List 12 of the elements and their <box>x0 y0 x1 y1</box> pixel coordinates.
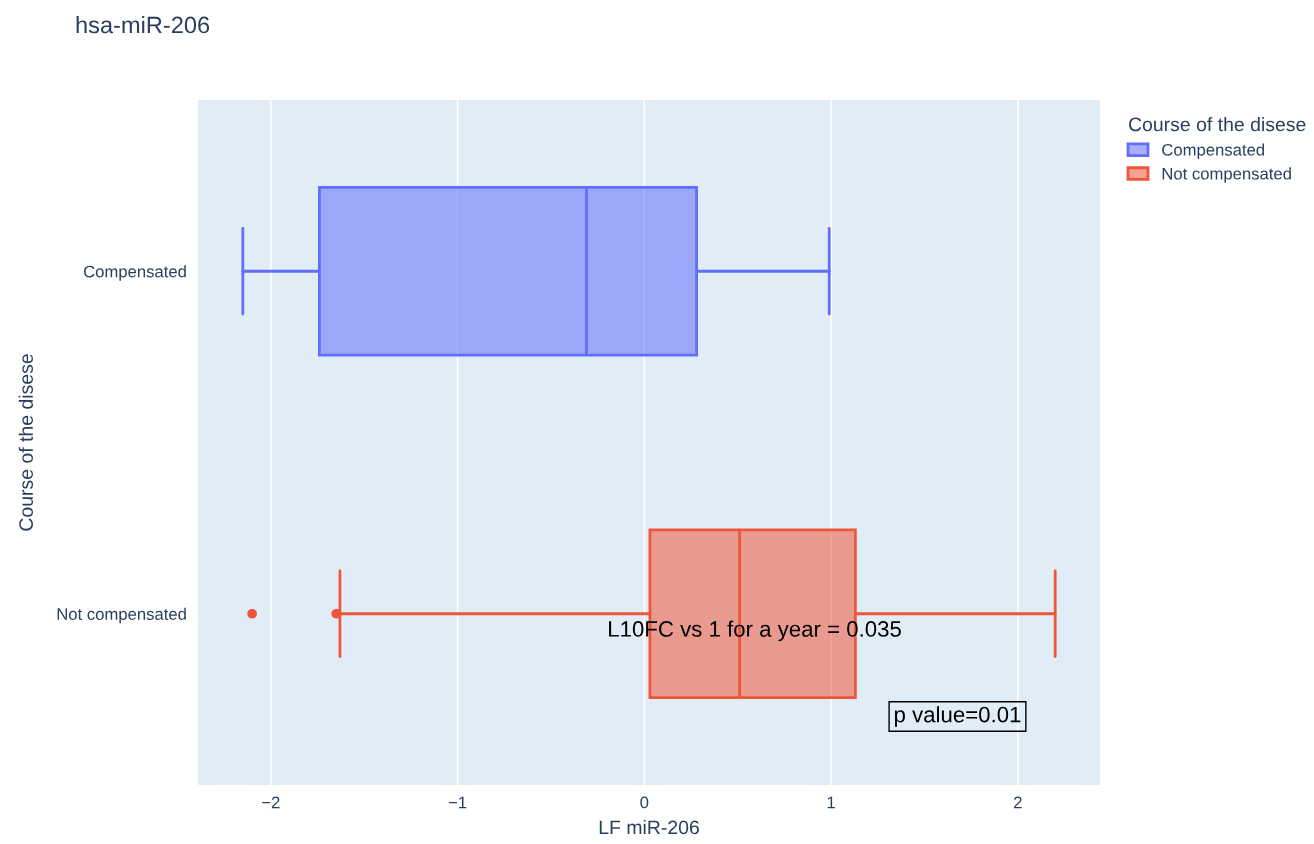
x-tick-label: −1 <box>448 796 467 809</box>
x-tick-label: 0 <box>640 796 649 809</box>
x-tick-label: −2 <box>262 796 280 809</box>
x-tick-label: 2 <box>1014 796 1022 809</box>
x-tick-label: 1 <box>827 796 835 809</box>
legend-label: Not compensated <box>1162 167 1291 183</box>
legend-title: Course of the disese <box>1128 117 1306 132</box>
x-axis-title: LF miR-206 <box>599 819 699 835</box>
annotation: p value=0.01 <box>894 706 1021 727</box>
legend-label: Compensated <box>1162 143 1265 159</box>
chart-title: hsa-miR-206 <box>76 16 210 34</box>
y-axis-title: Course of the disese <box>18 354 33 531</box>
